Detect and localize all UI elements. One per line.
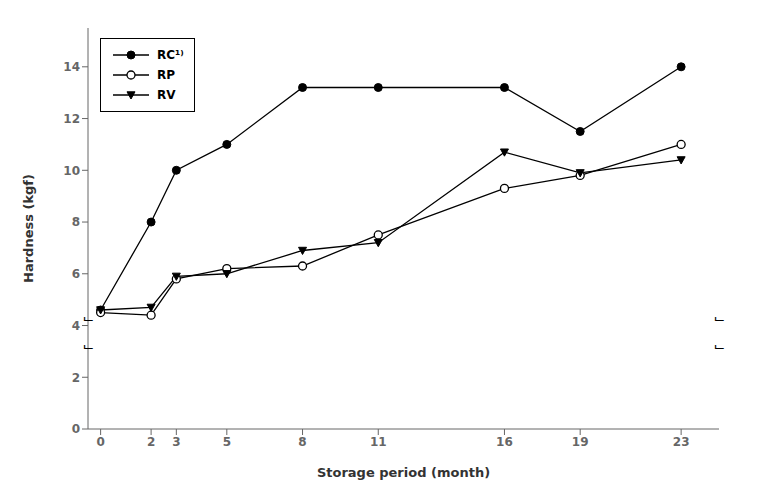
svg-text:Hardness (kgf): Hardness (kgf) <box>21 174 36 283</box>
html-text:RP: RP <box>157 68 175 82</box>
svg-text:⌙: ⌙ <box>82 310 94 326</box>
svg-text:2: 2 <box>72 371 80 385</box>
svg-text:8: 8 <box>298 435 306 449</box>
svg-text:0: 0 <box>72 422 80 436</box>
svg-text:2: 2 <box>147 435 155 449</box>
svg-text:8: 8 <box>72 215 80 229</box>
html-text:RC¹⁾: RC¹⁾ <box>157 48 184 62</box>
svg-text:3: 3 <box>172 435 180 449</box>
svg-text:Storage period (month): Storage period (month) <box>317 465 490 480</box>
svg-text:⌙: ⌙ <box>713 310 725 326</box>
svg-text:16: 16 <box>496 435 513 449</box>
svg-text:19: 19 <box>572 435 589 449</box>
svg-text:5: 5 <box>223 435 231 449</box>
svg-text:0: 0 <box>96 435 104 449</box>
svg-text:10: 10 <box>63 164 80 178</box>
svg-text:14: 14 <box>63 60 80 74</box>
svg-text:11: 11 <box>370 435 387 449</box>
svg-text:⌙: ⌙ <box>82 338 94 354</box>
svg-text:6: 6 <box>72 267 80 281</box>
svg-text:⌙: ⌙ <box>713 338 725 354</box>
svg-text:12: 12 <box>63 112 80 126</box>
svg-text:4: 4 <box>72 319 80 333</box>
svg-text:23: 23 <box>673 435 690 449</box>
html-text:RV: RV <box>157 88 176 102</box>
